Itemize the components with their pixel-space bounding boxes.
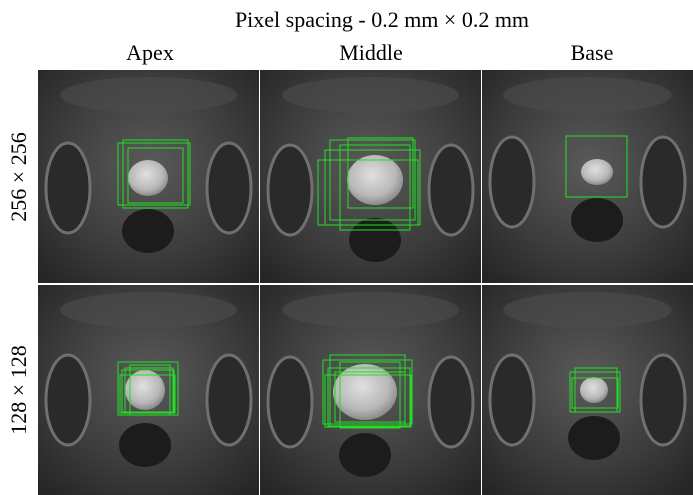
mri-panel [482,285,693,495]
prostate [128,160,168,196]
prostate [580,377,608,403]
mri-panel [260,285,481,495]
pelvic-bone [641,137,685,227]
row-header: 256 × 256 [6,132,31,221]
rectum [571,198,623,242]
pelvic-bone [490,137,534,227]
row-header: 128 × 128 [6,345,31,434]
mri-panel [38,70,259,283]
pelvic-bone [268,145,312,235]
mri-panel [260,70,481,283]
soft-tissue [503,292,672,328]
mri-panel [482,70,693,283]
pelvic-bone [207,355,251,445]
rectum [568,416,620,460]
soft-tissue [282,292,459,328]
mri-panel [38,285,259,495]
rectum [339,433,391,477]
column-header: Middle [339,40,403,65]
soft-tissue [503,77,672,113]
image-grid [38,70,693,495]
soft-tissue [60,292,237,328]
soft-tissue [60,77,237,113]
pelvic-bone [207,143,251,233]
pelvic-bone [641,355,685,445]
column-header: Base [571,40,614,65]
figure: Pixel spacing - 0.2 mm × 0.2 mm Apex Mid… [0,0,693,495]
prostate [581,159,613,185]
pelvic-bone [429,357,473,447]
pelvic-bone [490,355,534,445]
pelvic-bone [429,145,473,235]
column-header: Apex [126,40,174,65]
figure-title: Pixel spacing - 0.2 mm × 0.2 mm [235,7,529,32]
prostate [125,370,165,410]
pelvic-bone [46,355,90,445]
rectum [122,209,174,253]
soft-tissue [282,77,459,113]
pelvic-bone [268,357,312,447]
pelvic-bone [46,143,90,233]
rectum [119,423,171,467]
prostate [347,155,403,205]
